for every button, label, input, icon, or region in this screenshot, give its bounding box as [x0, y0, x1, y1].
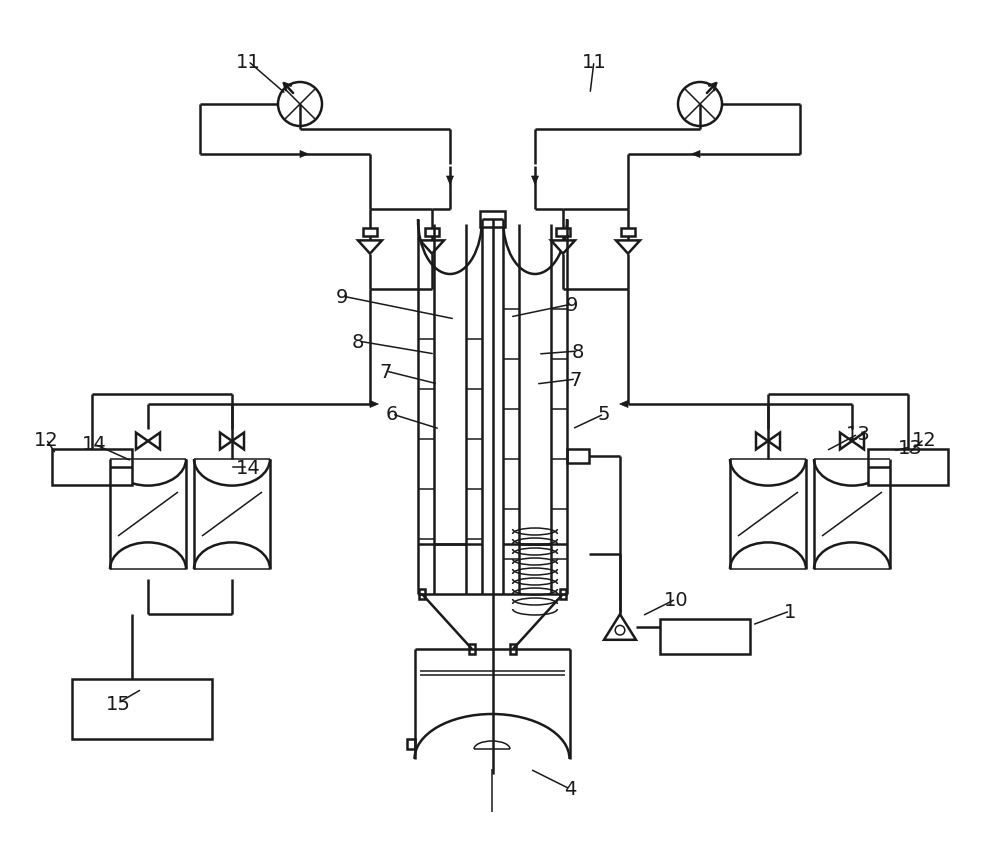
Text: 14: 14: [82, 435, 106, 454]
Bar: [419, 589, 425, 599]
Polygon shape: [220, 433, 232, 450]
Bar: [660, 619, 750, 654]
Text: 7: 7: [380, 362, 392, 381]
Bar: [560, 589, 566, 599]
Circle shape: [278, 83, 322, 127]
Bar: [510, 644, 516, 654]
Text: 5: 5: [598, 405, 610, 424]
Polygon shape: [768, 433, 780, 450]
Text: 14: 14: [236, 458, 260, 477]
Text: 9: 9: [566, 295, 578, 314]
Bar: [469, 644, 475, 654]
Text: 8: 8: [352, 332, 364, 351]
Text: 12: 12: [912, 430, 936, 449]
Polygon shape: [616, 241, 640, 254]
Bar: [425, 229, 439, 237]
Polygon shape: [232, 433, 244, 450]
Text: 1: 1: [784, 602, 796, 621]
Text: 4: 4: [564, 780, 576, 798]
Polygon shape: [620, 401, 628, 408]
Text: 13: 13: [898, 438, 922, 457]
Polygon shape: [692, 151, 700, 159]
Bar: [72, 679, 212, 739]
Polygon shape: [136, 433, 148, 450]
Text: 13: 13: [846, 425, 870, 444]
Polygon shape: [604, 614, 636, 640]
Text: 8: 8: [572, 342, 584, 361]
Text: 9: 9: [336, 287, 348, 306]
Circle shape: [678, 83, 722, 127]
Polygon shape: [420, 241, 444, 254]
Text: 15: 15: [106, 694, 130, 712]
Polygon shape: [756, 433, 768, 450]
Text: 6: 6: [386, 405, 398, 424]
Polygon shape: [148, 433, 160, 450]
Polygon shape: [551, 241, 575, 254]
Circle shape: [615, 625, 625, 636]
Polygon shape: [852, 433, 864, 450]
Bar: [621, 229, 635, 237]
Bar: [567, 450, 589, 463]
Polygon shape: [370, 401, 378, 408]
Text: 7: 7: [570, 370, 582, 389]
Polygon shape: [840, 433, 852, 450]
Text: 12: 12: [34, 430, 58, 449]
Bar: [406, 739, 415, 749]
Bar: [363, 229, 377, 237]
Polygon shape: [532, 176, 538, 185]
Bar: [480, 212, 505, 228]
Text: 11: 11: [582, 52, 606, 72]
Polygon shape: [446, 176, 454, 185]
Bar: [52, 450, 132, 485]
Bar: [868, 450, 948, 485]
Bar: [556, 229, 570, 237]
Text: 11: 11: [236, 52, 260, 72]
Polygon shape: [358, 241, 382, 254]
Text: 10: 10: [664, 590, 688, 609]
Polygon shape: [300, 151, 308, 159]
